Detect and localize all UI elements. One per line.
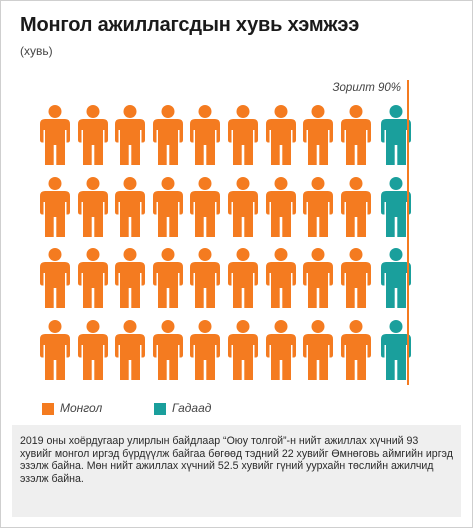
person-icon-mongol <box>303 105 333 165</box>
person-icon-mongol <box>78 105 108 165</box>
person-icon-mongol <box>303 320 333 380</box>
person-icon-mongol <box>78 177 108 237</box>
person-icon-mongol <box>153 177 183 237</box>
person-icon-mongol <box>40 248 70 308</box>
legend-swatch-foreign <box>154 403 166 415</box>
person-icon-mongol <box>40 177 70 237</box>
person-icon-mongol <box>266 320 296 380</box>
person-icon-mongol <box>190 105 220 165</box>
person-icon-mongol <box>228 320 258 380</box>
person-icon-mongol <box>266 248 296 308</box>
person-icon-mongol <box>40 105 70 165</box>
person-icon-mongol <box>115 105 145 165</box>
pictogram-chart: Зорилт 90% <box>40 80 411 385</box>
person-icon-mongol <box>228 177 258 237</box>
person-icon-mongol <box>78 320 108 380</box>
pictogram-icons <box>40 105 411 380</box>
person-icon-mongol <box>266 105 296 165</box>
chart-subtitle: (хувь) <box>20 44 53 58</box>
person-icon-foreign <box>381 320 411 380</box>
person-icon-mongol <box>341 320 371 380</box>
person-icon-mongol <box>153 248 183 308</box>
person-icon-foreign <box>381 248 411 308</box>
legend-label-mongol: Монгол <box>60 401 103 415</box>
person-icon-mongol <box>303 248 333 308</box>
person-icon-mongol <box>115 177 145 237</box>
note-box: 2019 оны хоёрдугаар улирлын байдлаар “Ою… <box>12 425 461 517</box>
person-icon-mongol <box>303 177 333 237</box>
person-icon-mongol <box>153 320 183 380</box>
note-text: 2019 оны хоёрдугаар улирлын байдлаар “Ою… <box>20 435 453 485</box>
person-icon-mongol <box>341 248 371 308</box>
person-icon-mongol <box>153 105 183 165</box>
person-icon-mongol <box>228 105 258 165</box>
person-icon-mongol <box>190 177 220 237</box>
person-icon-mongol <box>40 320 70 380</box>
person-icon-foreign <box>381 105 411 165</box>
person-icon-mongol <box>115 248 145 308</box>
person-icon-foreign <box>381 177 411 237</box>
person-icon-mongol <box>266 177 296 237</box>
person-icon-mongol <box>115 320 145 380</box>
person-icon-mongol <box>190 248 220 308</box>
person-icon-mongol <box>228 248 258 308</box>
legend-swatch-mongol <box>42 403 54 415</box>
person-icon-mongol <box>190 320 220 380</box>
person-icon-mongol <box>78 248 108 308</box>
person-icon-mongol <box>341 177 371 237</box>
target-label: Зорилт 90% <box>332 82 401 94</box>
person-icon-mongol <box>341 105 371 165</box>
chart-title: Монгол ажиллагсдын хувь хэмжээ <box>20 14 360 36</box>
legend-label-foreign: Гадаад <box>172 401 212 415</box>
